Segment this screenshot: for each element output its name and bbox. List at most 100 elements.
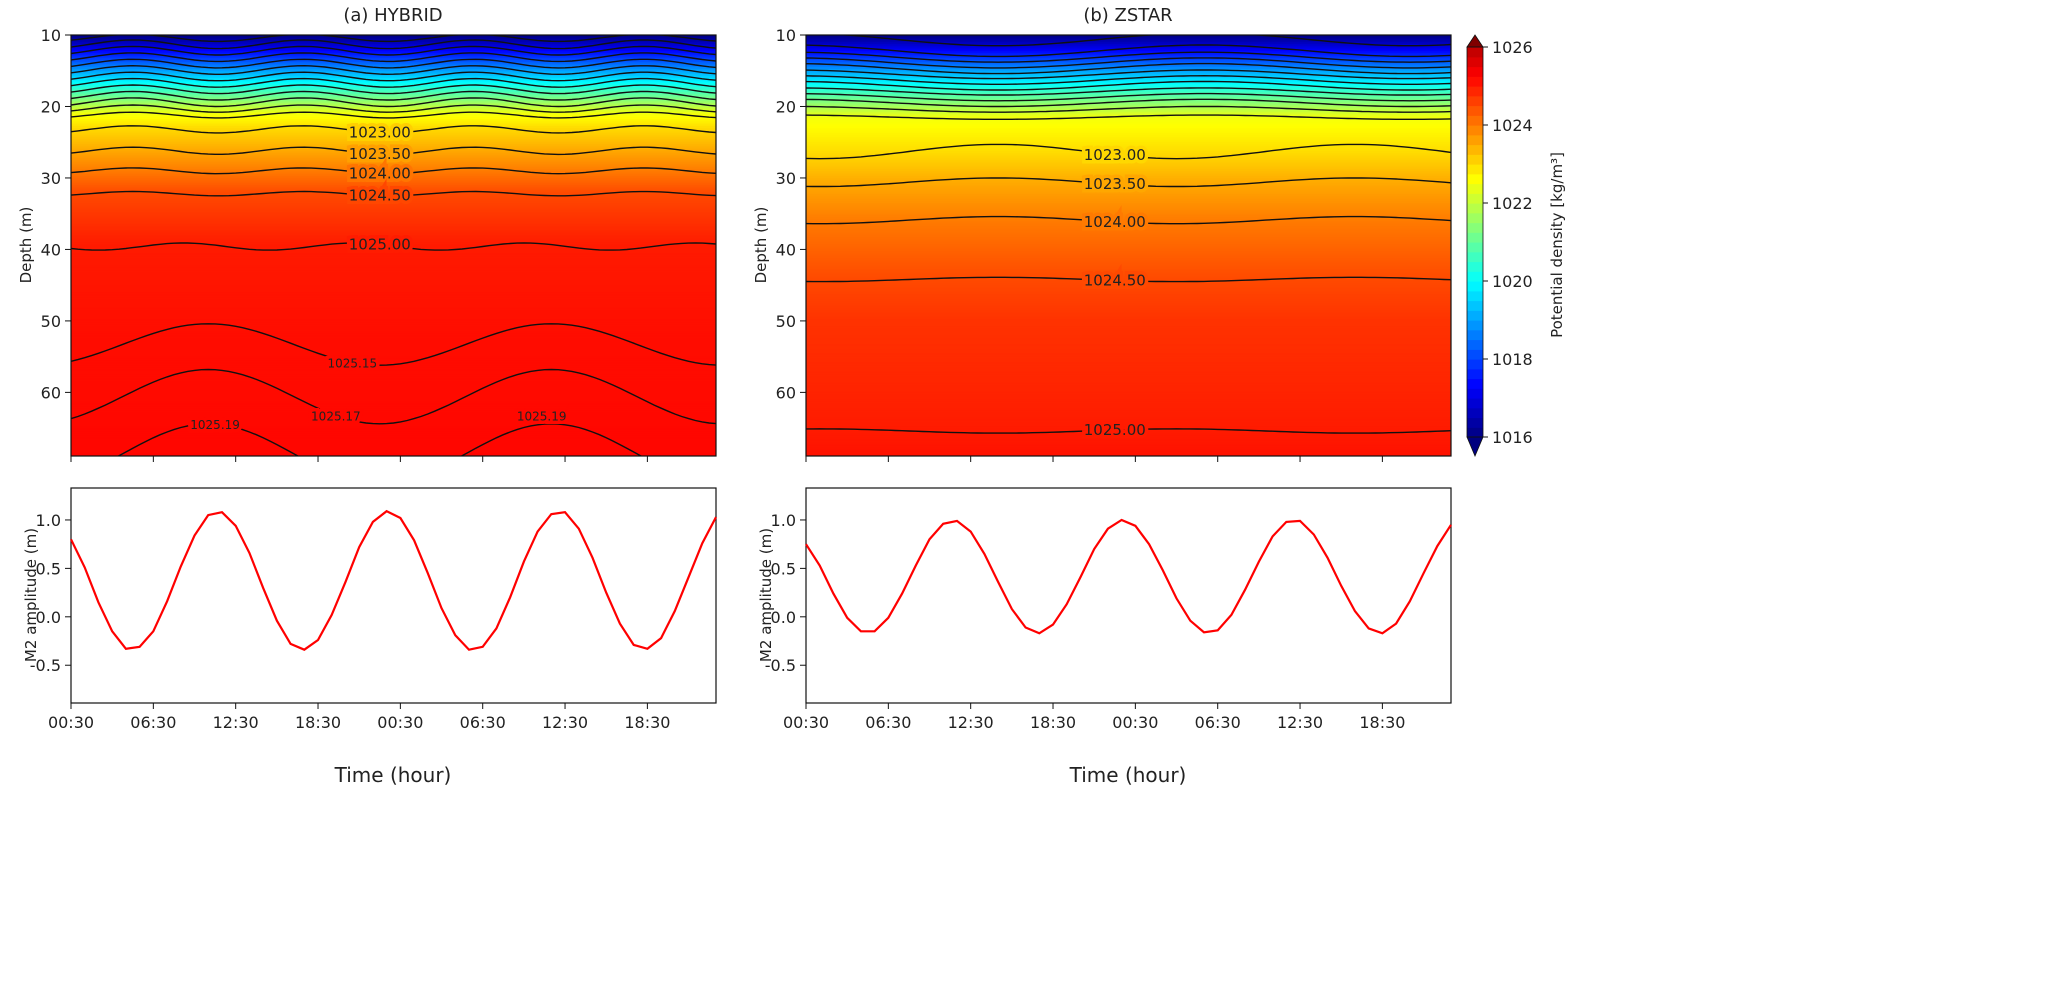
density-band (806, 379, 1451, 383)
density-band (71, 156, 716, 159)
density-band (806, 301, 1451, 304)
density-band (71, 406, 716, 410)
x-tick-label: 00:30 (1112, 713, 1158, 732)
y-tick-label: 10 (776, 26, 796, 45)
density-band (806, 186, 1451, 190)
density-band (71, 447, 716, 451)
density-band (806, 151, 1451, 154)
density-band (806, 219, 1451, 222)
density-band (71, 52, 716, 56)
density-band (71, 356, 716, 360)
colorbar-band (1467, 95, 1483, 107)
density-band (806, 372, 1451, 376)
density-band (806, 110, 1451, 113)
x-tick-label: 18:30 (624, 713, 670, 732)
density-band (71, 303, 716, 306)
axes-frame (805, 487, 1452, 704)
density-band (806, 136, 1451, 140)
contour-line (71, 242, 716, 251)
density-band (806, 326, 1451, 329)
colorbar-band (1467, 300, 1483, 311)
density-band (71, 265, 716, 268)
density-band (71, 279, 716, 283)
density-band (71, 204, 716, 208)
density-band (806, 63, 1451, 66)
density-band (71, 97, 716, 100)
density-band (806, 217, 1451, 220)
x-tick-label: 06:30 (130, 713, 176, 732)
density-band (806, 260, 1451, 263)
density-band (806, 215, 1451, 218)
y-tick-label: 0.5 (36, 559, 61, 578)
density-band (71, 145, 716, 149)
contour-line (806, 428, 1451, 434)
contour-label: 1025.17 (311, 410, 361, 424)
density-band (71, 115, 716, 118)
density-band (71, 394, 716, 397)
x-tick-label: 12:30 (948, 713, 994, 732)
density-band (71, 151, 716, 154)
y-tick-label: -0.5 (765, 656, 796, 675)
density-band (806, 401, 1451, 404)
density-band (71, 90, 716, 93)
density-band (806, 54, 1451, 58)
density-band (71, 229, 716, 233)
density-band (71, 142, 716, 145)
density-band (71, 177, 716, 181)
colorbar-band (1467, 242, 1483, 253)
density-band (806, 265, 1451, 268)
density-band (71, 174, 716, 177)
panel-b-ylabel: Depth (m) (752, 207, 770, 284)
density-band (806, 269, 1451, 272)
density-band (71, 370, 716, 374)
density-band (71, 270, 716, 274)
density-band (806, 261, 1451, 265)
density-band (71, 88, 716, 91)
colorbar-band (1467, 320, 1483, 331)
contour-line (71, 167, 716, 175)
density-band (71, 310, 716, 313)
density-band (71, 231, 716, 234)
density-band (806, 360, 1451, 363)
density-band (806, 249, 1451, 252)
density-band (71, 444, 716, 447)
density-band (71, 211, 716, 215)
density-band (806, 86, 1451, 90)
density-band (806, 444, 1451, 447)
colorbar-band (1467, 222, 1483, 233)
density-band (806, 299, 1451, 302)
density-band (71, 93, 716, 97)
density-band (806, 56, 1451, 59)
density-band (71, 113, 716, 117)
density-band (806, 420, 1451, 424)
density-band (806, 68, 1451, 72)
density-band (71, 140, 716, 143)
density-band (806, 135, 1451, 138)
density-band (71, 135, 716, 138)
density-band (71, 285, 716, 288)
density-band (71, 77, 716, 81)
density-band (71, 369, 716, 372)
density-band (71, 51, 716, 54)
density-band (71, 281, 716, 284)
density-band (806, 340, 1451, 343)
density-band (806, 447, 1451, 451)
density-band (71, 161, 716, 165)
colorbar-band (1467, 164, 1483, 175)
density-band (71, 238, 716, 242)
density-band (71, 336, 716, 340)
y-tick-label: 1.0 (771, 511, 796, 530)
density-band (71, 169, 716, 172)
density-band (71, 378, 716, 381)
contour-line (71, 111, 716, 119)
density-band (71, 54, 716, 58)
density-band (806, 395, 1451, 399)
contour-label: 1025.15 (328, 357, 378, 371)
panel-b-title: (b) ZSTAR (1083, 5, 1172, 26)
density-band (806, 347, 1451, 351)
density-band (806, 92, 1451, 95)
series-line-zstar (805, 518, 1452, 635)
density-band (71, 165, 716, 168)
contour-label: 1023.50 (1084, 175, 1146, 193)
colorbar: 1016 1018 1020 1022 1024 1026 (1466, 34, 1533, 458)
